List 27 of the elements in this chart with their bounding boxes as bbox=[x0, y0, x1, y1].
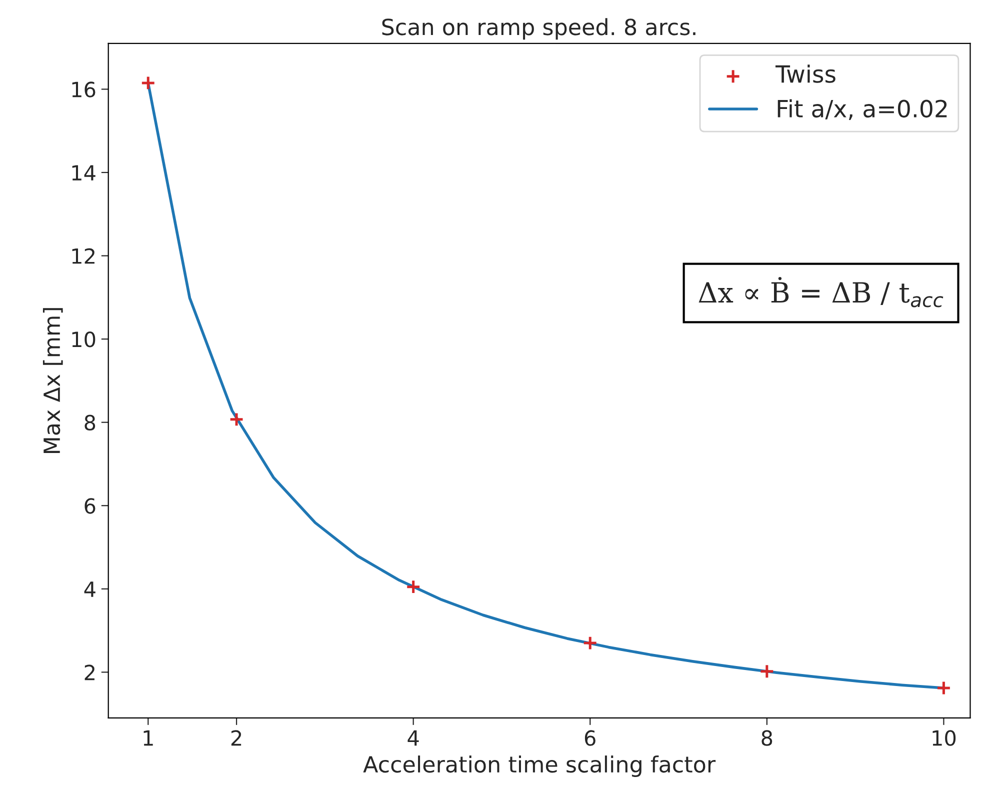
legend-label: Fit a/x, a=0.02 bbox=[778, 99, 947, 120]
legend-label: Twiss bbox=[775, 64, 836, 83]
x-tick-label: 2 bbox=[231, 730, 242, 746]
y-tick-label: 12 bbox=[72, 248, 94, 264]
x-tick-label: 1 bbox=[144, 730, 153, 746]
y-tick-label: 14 bbox=[72, 165, 96, 180]
x-tick-label: 8 bbox=[762, 730, 772, 746]
annotation: Δx ∝ Ḃ = ΔB / t$_{acc}$ bbox=[698, 276, 944, 308]
point bbox=[140, 75, 156, 90]
y-axis-title: Max Δx [mm] bbox=[42, 308, 63, 454]
x-tick-label: 4 bbox=[408, 730, 419, 746]
x-tick-label: 10 bbox=[932, 730, 956, 746]
y-tick-label: 4 bbox=[84, 582, 96, 597]
point bbox=[936, 680, 952, 696]
point bbox=[229, 412, 244, 427]
y-tick-label: 10 bbox=[72, 332, 96, 348]
x-tick-label: 6 bbox=[584, 730, 596, 746]
y-tick-label: 16 bbox=[72, 82, 96, 98]
y-tick-label: 6 bbox=[84, 498, 96, 514]
y-tick-label: 8 bbox=[84, 414, 96, 431]
point bbox=[582, 636, 598, 650]
point bbox=[406, 579, 421, 594]
point bbox=[759, 664, 774, 679]
y-tick-label: 2 bbox=[84, 664, 94, 680]
chart-title: Scan on ramp speed. 8 arcs. bbox=[382, 18, 696, 40]
x-axis-title: Acceleration time scaling factor bbox=[363, 756, 716, 778]
line-series bbox=[146, 82, 946, 690]
